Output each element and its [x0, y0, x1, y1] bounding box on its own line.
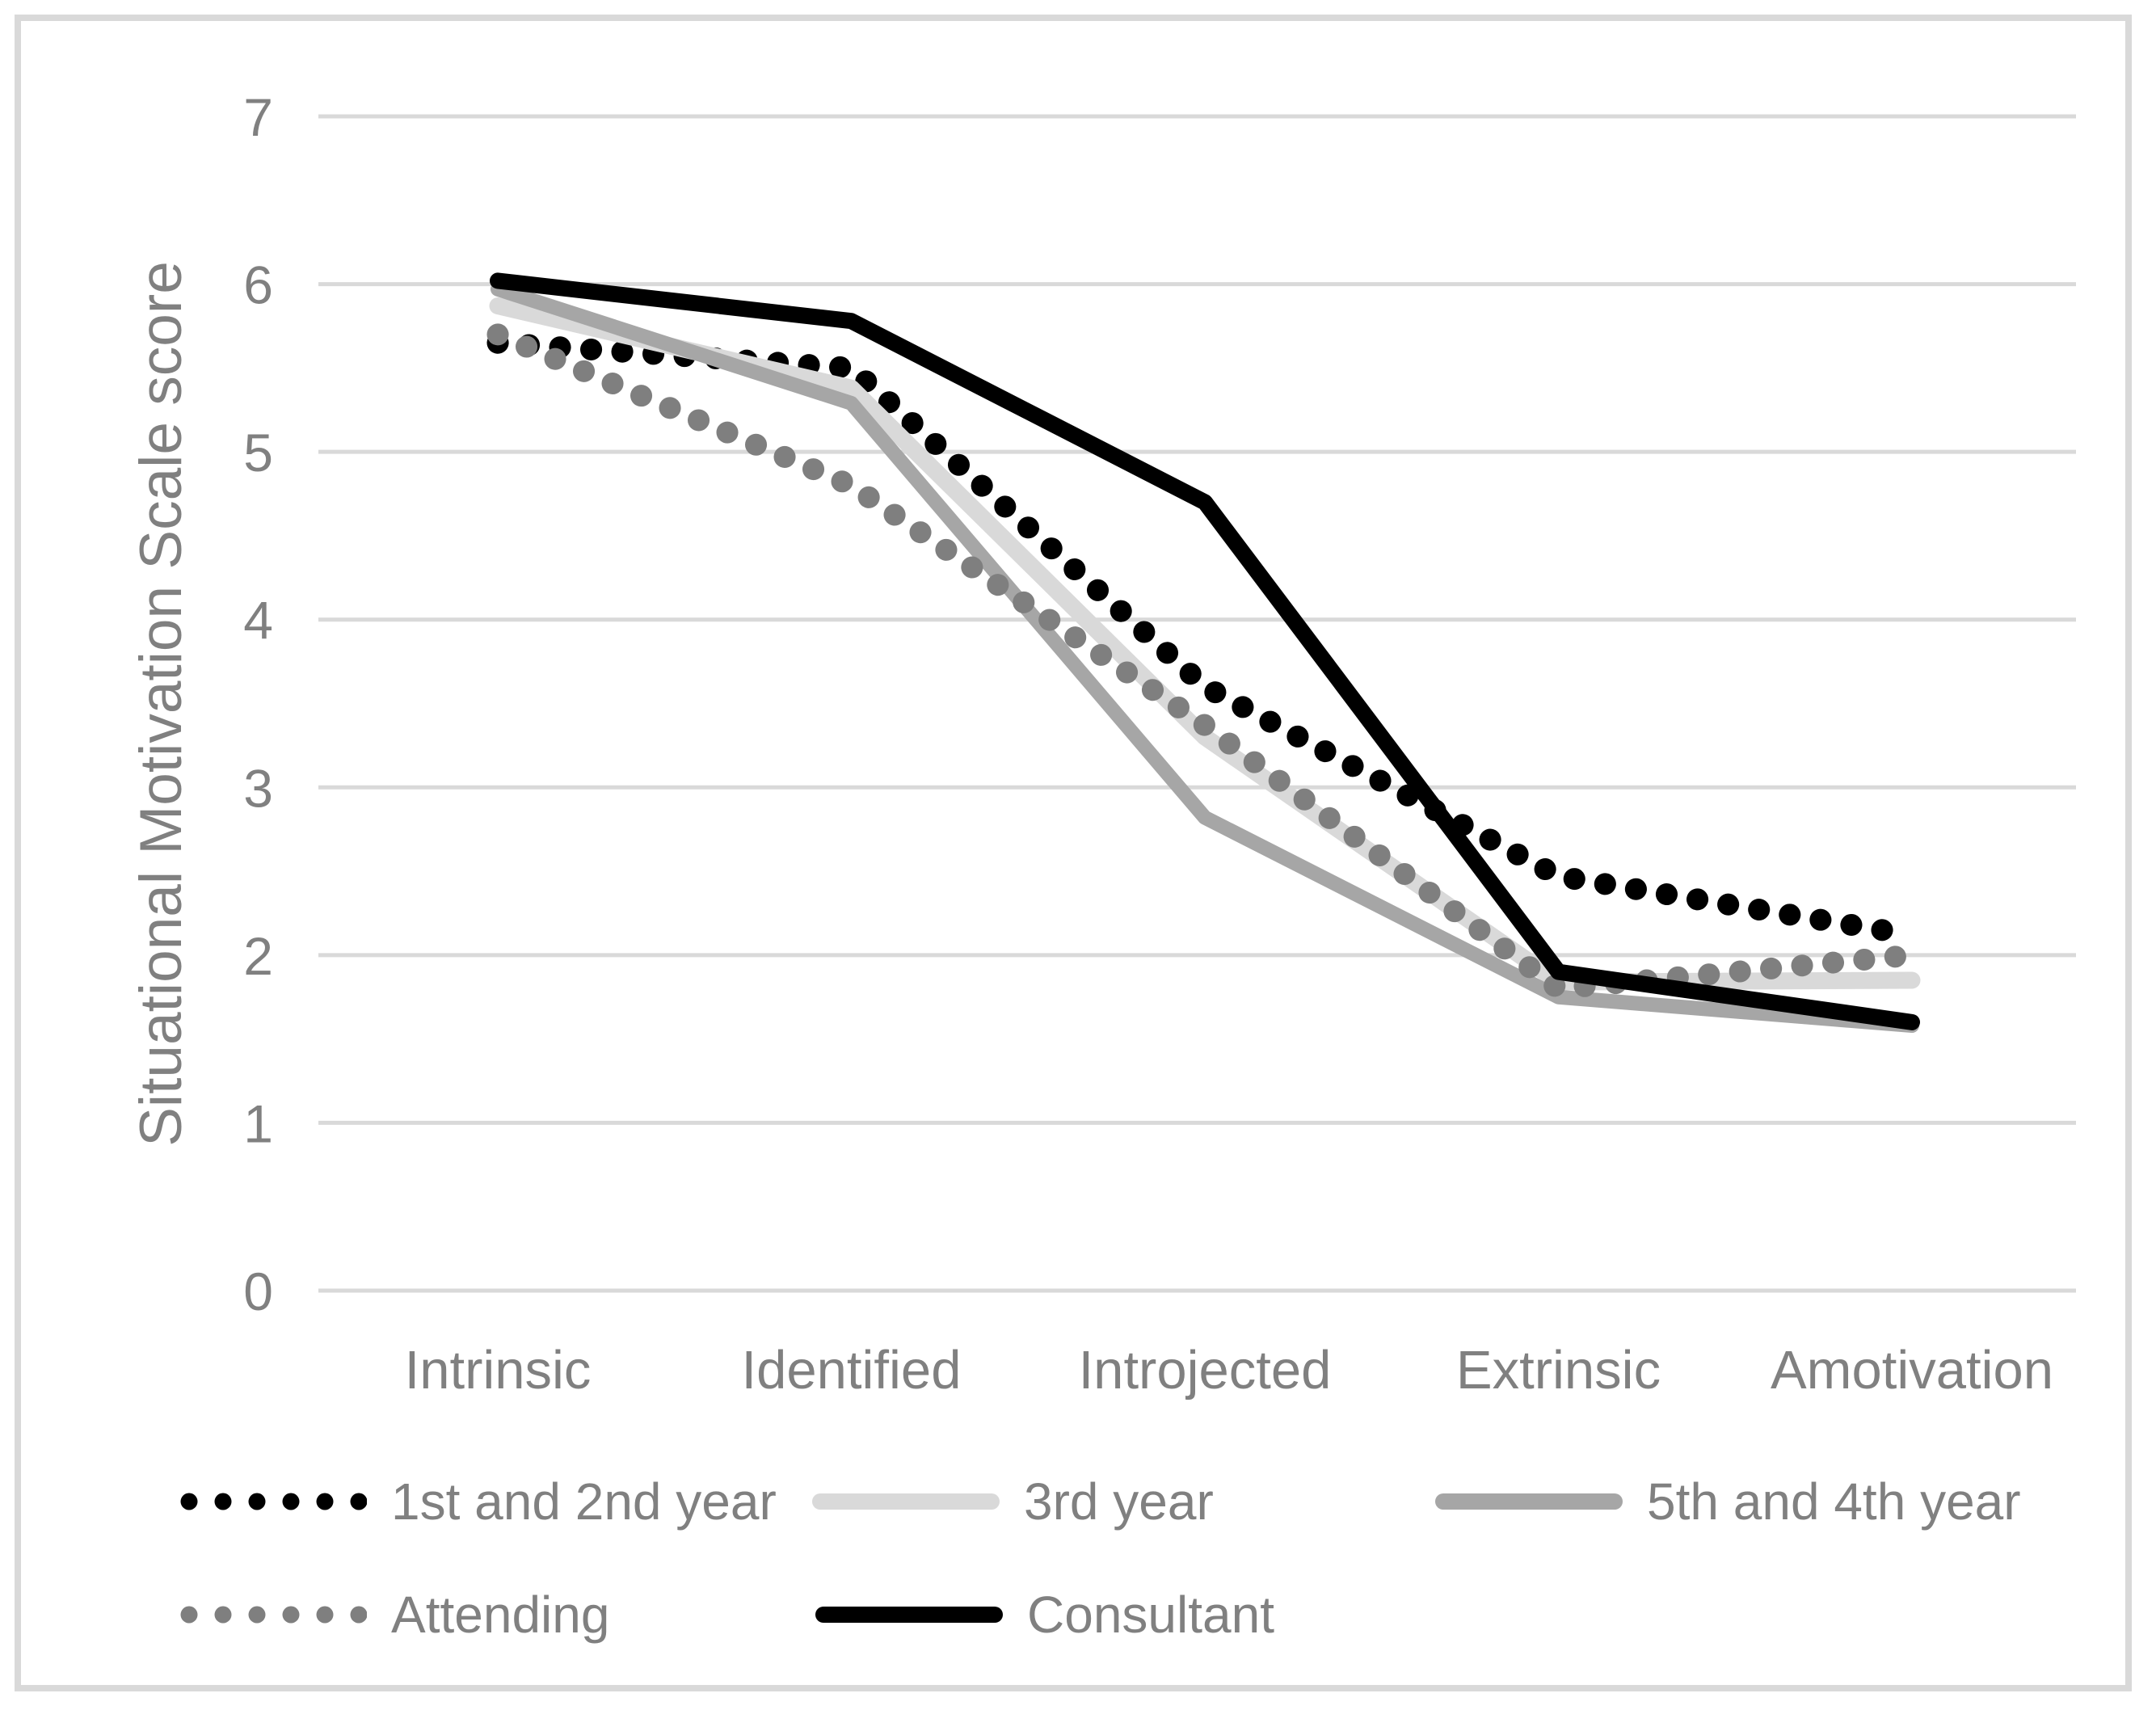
- legend-swatch-3rd-year: [812, 1491, 1000, 1512]
- legend-item-1st-and-2nd-year: 1st and 2nd year: [179, 1468, 777, 1535]
- x-category-label-3: Extrinsic: [1456, 1340, 1661, 1401]
- x-category-label-4: Amotivation: [1771, 1340, 2053, 1401]
- series-line-consultant: [490, 272, 1920, 1030]
- legend-label-3rd-year: 3rd year: [1024, 1472, 1214, 1531]
- legend-swatch-5th-and-4th-year: [1435, 1491, 1623, 1512]
- dotted-line-swatch-icon: [180, 1493, 367, 1510]
- y-tick-label-0: 0: [243, 1262, 273, 1321]
- y-tick-label-6: 6: [243, 255, 273, 315]
- solid-line-swatch-icon: [815, 1607, 1003, 1623]
- series-line-attending: [486, 323, 1923, 1000]
- solid-line-swatch-icon: [1435, 1493, 1623, 1510]
- x-category-label-1: Identified: [742, 1340, 962, 1401]
- legend-swatch-attending: [179, 1604, 367, 1625]
- y-tick-label-3: 3: [243, 758, 273, 818]
- y-tick-label-4: 4: [243, 591, 273, 651]
- legend-swatch-consultant: [815, 1604, 1003, 1625]
- legend-item-attending: Attending: [179, 1581, 609, 1649]
- legend-label-attending: Attending: [391, 1586, 610, 1644]
- motivation-line-chart: 0 1 2 3 4 5 6 7 Intrinsic Identified Introjected Ex…: [128, 87, 2076, 1401]
- series-line-3rd-year: [489, 297, 1921, 991]
- series-line-1st-and-2nd-year: [486, 331, 1923, 946]
- y-tick-label-5: 5: [243, 423, 273, 482]
- solid-line-swatch-icon: [812, 1493, 1000, 1510]
- figure-frame: 0 1 2 3 4 5 6 7 Intrinsic Identified Introjected Ex…: [15, 15, 2132, 1691]
- legend-item-consultant: Consultant: [815, 1581, 1274, 1649]
- legend-label-1st-and-2nd-year: 1st and 2nd year: [391, 1472, 777, 1531]
- y-tick-label-1: 1: [243, 1093, 273, 1153]
- legend-item-5th-and-4th-year: 5th and 4th year: [1435, 1468, 2021, 1535]
- x-category-label-0: Intrinsic: [405, 1340, 592, 1401]
- y-tick-label-2: 2: [243, 926, 273, 986]
- y-tick-label-7: 7: [243, 87, 273, 147]
- legend-label-5th-and-4th-year: 5th and 4th year: [1647, 1472, 2021, 1531]
- y-axis-title: Situational Motivation Scale score: [128, 261, 194, 1147]
- legend-label-consultant: Consultant: [1027, 1586, 1274, 1644]
- dotted-line-swatch-icon: [180, 1606, 367, 1624]
- series-line-5th-and-4th-year: [491, 281, 1919, 1034]
- x-category-label-2: Introjected: [1079, 1340, 1332, 1401]
- legend-swatch-1st-and-2nd-year: [179, 1491, 367, 1512]
- legend-item-3rd-year: 3rd year: [812, 1468, 1214, 1535]
